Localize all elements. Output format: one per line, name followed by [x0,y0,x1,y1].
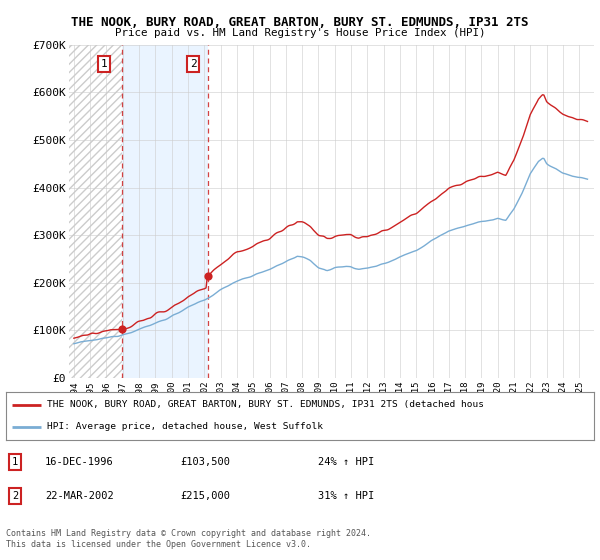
Text: 24% ↑ HPI: 24% ↑ HPI [318,457,374,467]
Text: Contains HM Land Registry data © Crown copyright and database right 2024.
This d: Contains HM Land Registry data © Crown c… [6,529,371,549]
Text: HPI: Average price, detached house, West Suffolk: HPI: Average price, detached house, West… [47,422,323,431]
Text: THE NOOK, BURY ROAD, GREAT BARTON, BURY ST. EDMUNDS, IP31 2TS: THE NOOK, BURY ROAD, GREAT BARTON, BURY … [71,16,529,29]
Text: 16-DEC-1996: 16-DEC-1996 [45,457,114,467]
Text: 1: 1 [101,59,107,69]
Text: 31% ↑ HPI: 31% ↑ HPI [318,491,374,501]
Text: £215,000: £215,000 [180,491,230,501]
Text: Price paid vs. HM Land Registry's House Price Index (HPI): Price paid vs. HM Land Registry's House … [115,28,485,38]
Text: 1: 1 [12,457,18,467]
Bar [69,45,122,378]
Point [118,324,127,333]
Text: THE NOOK, BURY ROAD, GREAT BARTON, BURY ST. EDMUNDS, IP31 2TS (detached hous: THE NOOK, BURY ROAD, GREAT BARTON, BURY … [47,400,484,409]
Point [203,271,213,280]
Bar [122,45,208,378]
Text: 2: 2 [12,491,18,501]
Text: 22-MAR-2002: 22-MAR-2002 [45,491,114,501]
Text: £103,500: £103,500 [180,457,230,467]
Text: 2: 2 [190,59,197,69]
